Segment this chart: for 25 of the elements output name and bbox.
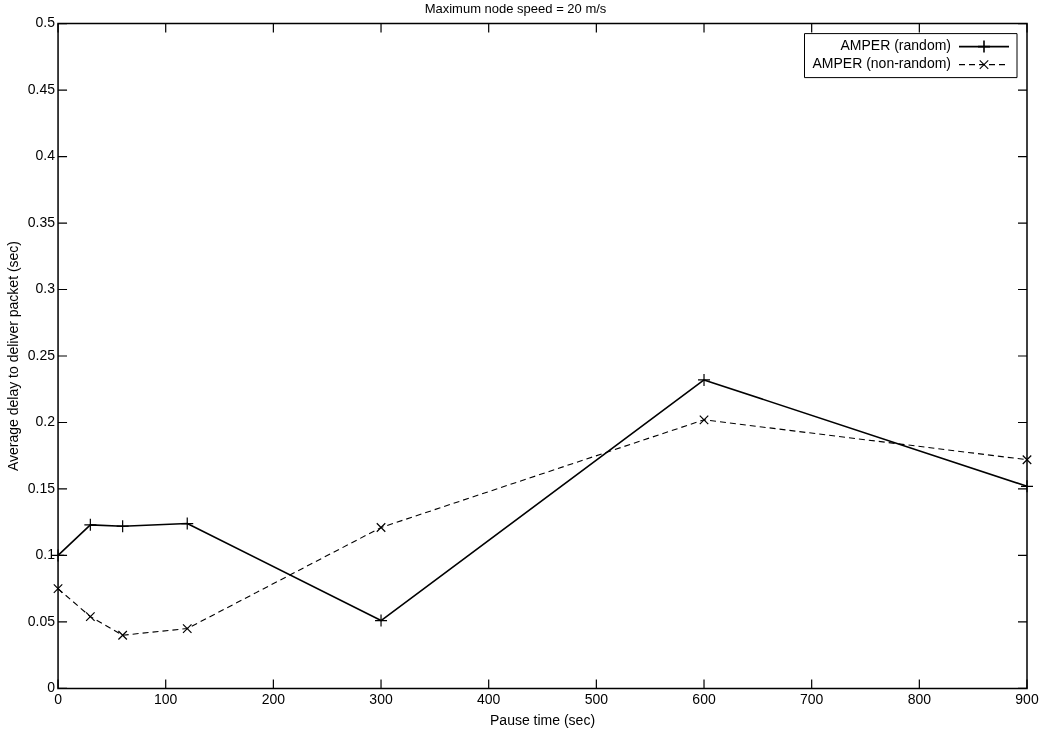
y-tick-label: 0.45 xyxy=(27,80,56,97)
y-tick-label: 0.3 xyxy=(35,280,56,297)
y-tick-label: 0.1 xyxy=(35,546,56,563)
y-tick-label: 0.05 xyxy=(27,612,56,629)
x-tick-label: 600 xyxy=(692,690,716,707)
y-tick-label: 0.2 xyxy=(35,413,56,430)
y-tick-label: 0.15 xyxy=(27,479,56,496)
x-tick-label: 200 xyxy=(261,690,286,707)
x-tick-label: 700 xyxy=(800,690,824,707)
chart-title: Maximum node speed = 20 m/s xyxy=(424,1,607,17)
x-tick-label: 400 xyxy=(477,690,501,707)
y-tick-label: 0.4 xyxy=(35,147,56,164)
y-tick-label: 0 xyxy=(47,679,56,696)
x-axis-title: Pause time (sec) xyxy=(490,712,596,729)
x-tick-label: 300 xyxy=(369,690,393,707)
y-tick-label: 0.25 xyxy=(27,346,56,363)
x-tick-label: 800 xyxy=(907,690,932,707)
x-tick-label: 900 xyxy=(1015,690,1039,707)
x-tick-label: 500 xyxy=(584,690,609,707)
legend-label: AMPER (random) xyxy=(840,37,951,54)
y-tick-label: 0.5 xyxy=(35,14,56,31)
x-tick-label: 100 xyxy=(154,690,178,707)
y-tick-label: 0.35 xyxy=(27,213,56,230)
legend-label: AMPER (non-random) xyxy=(812,55,951,72)
y-axis-title: Average delay to deliver packet (sec) xyxy=(5,240,22,472)
